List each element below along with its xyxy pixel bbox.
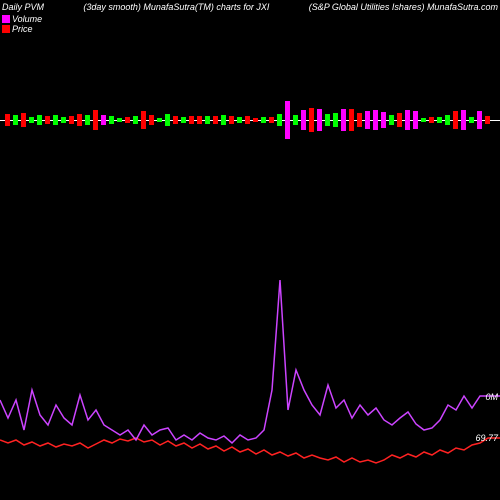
volume-bar <box>461 110 466 130</box>
volume-bar <box>173 116 178 124</box>
volume-bar <box>21 113 26 127</box>
volume-bar <box>469 117 474 123</box>
volume-bar <box>365 111 370 129</box>
volume-bar <box>53 115 58 125</box>
volume-bar <box>413 111 418 129</box>
volume-bar <box>397 113 402 127</box>
volume-bar <box>421 118 426 122</box>
volume-bar <box>341 109 346 131</box>
volume-bar <box>85 115 90 125</box>
volume-bar <box>269 117 274 123</box>
volume-bar <box>485 116 490 124</box>
volume-swatch <box>2 15 10 23</box>
volume-bar <box>141 111 146 129</box>
volume-end-label: 0M <box>485 392 498 402</box>
volume-bar <box>157 118 162 122</box>
header-right-text: (S&P Global Utilities Ishares) MunafaSut… <box>309 2 498 14</box>
header-left-text: Daily PVM <box>2 2 44 14</box>
volume-bar <box>261 117 266 123</box>
volume-bar <box>301 110 306 130</box>
volume-bar <box>197 116 202 124</box>
volume-bar <box>285 101 290 139</box>
legend-item-volume: Volume <box>2 14 42 24</box>
volume-bar <box>45 116 50 124</box>
volume-bar <box>429 117 434 123</box>
volume-bar <box>181 117 186 123</box>
volume-bar <box>149 115 154 125</box>
volume-bar <box>349 109 354 131</box>
volume-bar <box>205 116 210 124</box>
legend-item-price: Price <box>2 24 42 34</box>
volume-bar <box>389 115 394 125</box>
volume-bar <box>253 118 258 122</box>
price-volume-line-chart <box>0 180 500 480</box>
volume-bar-chart <box>0 80 500 160</box>
price-label: Price <box>12 24 33 34</box>
volume-bar <box>229 116 234 124</box>
volume-label: Volume <box>12 14 42 24</box>
volume-bar <box>477 111 482 129</box>
volume-bar <box>237 117 242 123</box>
volume-series-line <box>0 280 500 443</box>
volume-bar <box>293 115 298 125</box>
chart-header: Daily PVM (3day smooth) MunafaSutra(TM) … <box>0 2 500 14</box>
volume-bar <box>325 114 330 126</box>
volume-bar <box>437 117 442 123</box>
volume-bar <box>61 117 66 123</box>
volume-bar <box>101 115 106 125</box>
volume-bar <box>13 115 18 125</box>
volume-bar <box>165 114 170 126</box>
volume-bar <box>221 115 226 125</box>
price-series-line <box>0 438 500 463</box>
volume-bar <box>333 113 338 127</box>
volume-bar <box>5 114 10 126</box>
volume-bar <box>317 109 322 131</box>
volume-bar <box>445 115 450 125</box>
header-center-text: (3day smooth) MunafaSutra(TM) charts for… <box>83 2 269 14</box>
volume-bar <box>277 114 282 126</box>
volume-bar <box>309 108 314 132</box>
price-end-label: 69.77 <box>475 433 498 443</box>
volume-bar <box>117 118 122 122</box>
volume-bar <box>69 116 74 124</box>
volume-bar <box>125 117 130 123</box>
volume-bar <box>213 116 218 124</box>
volume-bar <box>189 116 194 124</box>
volume-bar <box>29 117 34 123</box>
volume-bar <box>381 112 386 128</box>
volume-bar <box>77 114 82 126</box>
price-swatch <box>2 25 10 33</box>
volume-bar <box>109 116 114 124</box>
volume-bar <box>357 113 362 127</box>
volume-bar <box>405 110 410 130</box>
volume-bar <box>93 110 98 130</box>
volume-bar <box>245 116 250 124</box>
volume-bar <box>373 110 378 130</box>
chart-legend: Volume Price <box>2 14 42 34</box>
volume-bar <box>453 111 458 129</box>
volume-bar <box>133 116 138 124</box>
volume-bar <box>37 115 42 125</box>
